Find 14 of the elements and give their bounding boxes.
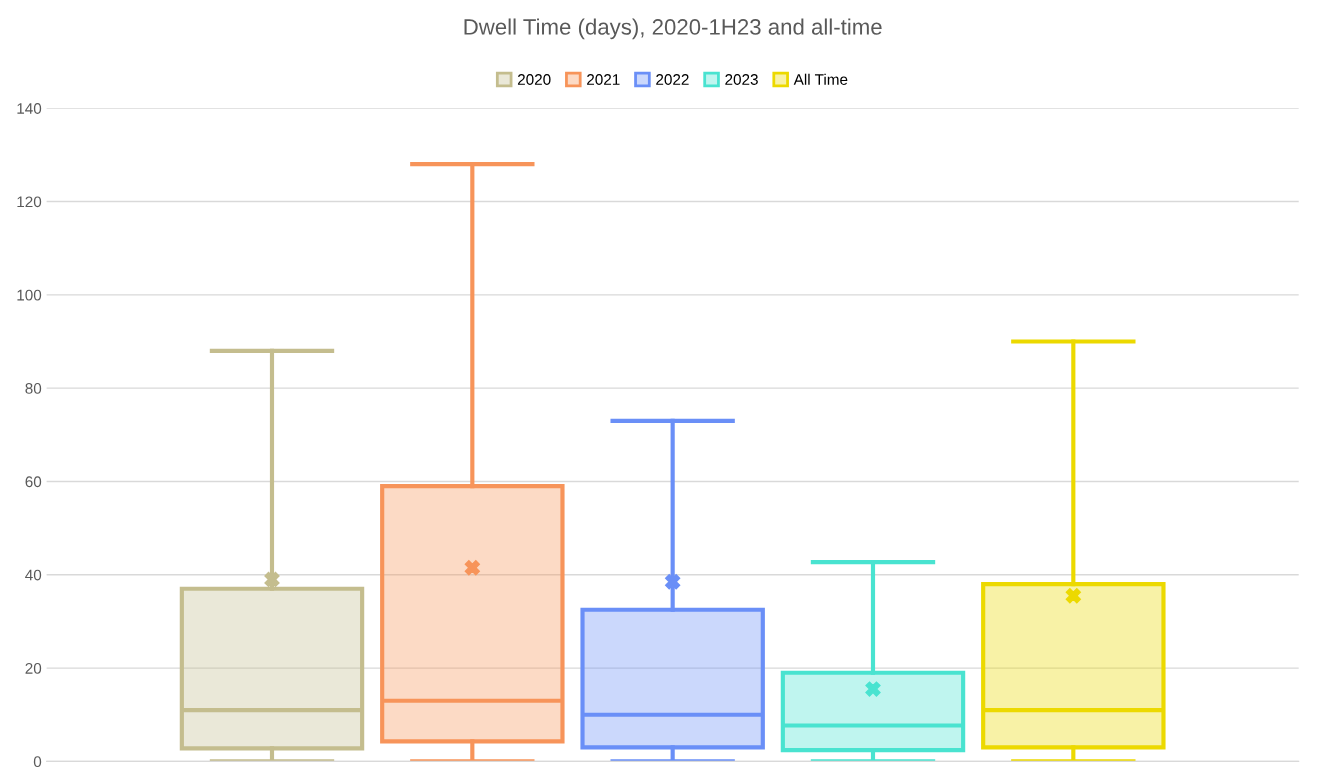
legend-label: 2023: [725, 74, 758, 85]
y-tick-label: 100: [17, 289, 42, 301]
y-tick-label: 0: [33, 756, 42, 768]
y-tick-label: 140: [17, 103, 42, 114]
legend-label: 2021: [587, 74, 620, 85]
y-tick-label: 20: [25, 662, 42, 674]
legend-label: 2022: [656, 74, 689, 85]
legend-label: 2020: [517, 74, 551, 85]
y-tick-label: 120: [17, 196, 42, 208]
chart-title: Dwell Time (days), 2020-1H23 and all-time: [464, 18, 882, 40]
y-tick-label: 60: [25, 476, 42, 488]
y-tick-label: 80: [25, 383, 42, 394]
y-tick-label: 40: [25, 569, 42, 581]
legend-label: All Time: [793, 73, 848, 85]
